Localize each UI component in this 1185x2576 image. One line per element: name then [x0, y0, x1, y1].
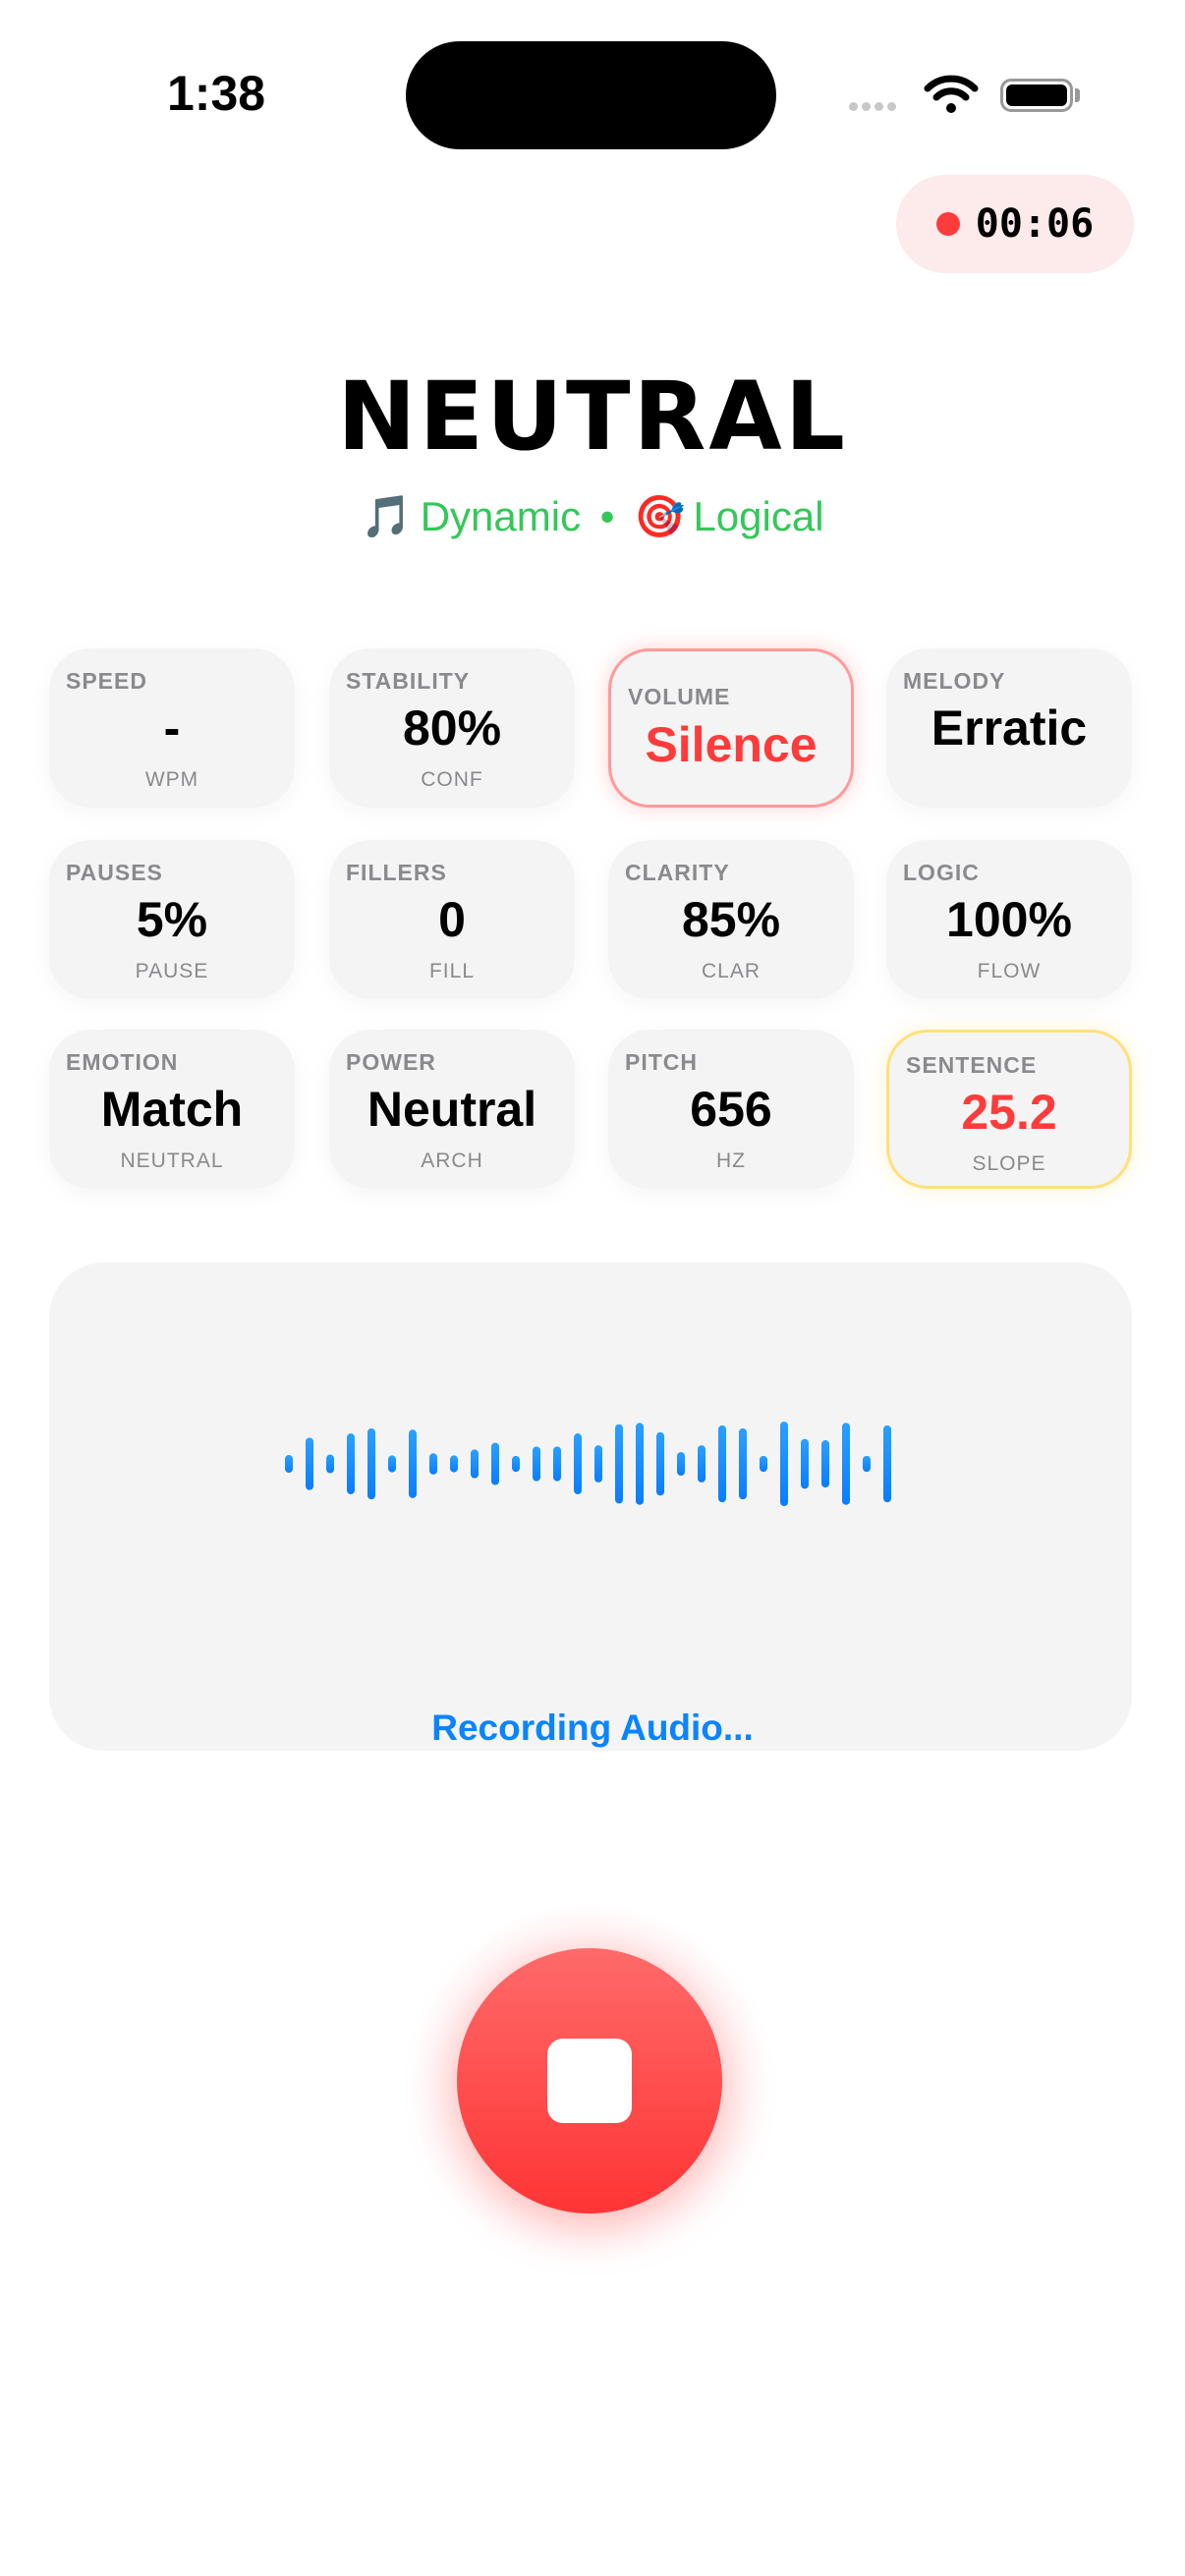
metric-value: Silence [645, 717, 818, 772]
metric-card-power: POWER Neutral ARCH [329, 1030, 575, 1189]
waveform-bar [594, 1445, 602, 1483]
waveform-bar [347, 1433, 355, 1494]
waveform-bar [801, 1438, 809, 1489]
metric-unit: WPM [144, 768, 199, 791]
waveform-bar [677, 1451, 685, 1477]
waveform-bar [429, 1453, 437, 1475]
metric-card-pauses: PAUSES 5% PAUSE [49, 840, 295, 999]
metric-card-melody: MELODY Erratic [886, 648, 1132, 808]
metric-value: 85% [681, 892, 781, 947]
metric-unit: HZ [716, 1149, 746, 1172]
metric-card-volume: VOLUME Silence [608, 648, 854, 808]
metric-value: Match [100, 1082, 244, 1137]
metric-value: 656 [690, 1082, 772, 1137]
tone-tags: 🎵 Dynamic • 🎯 Logical [0, 493, 1185, 541]
tag-logical: Logical [693, 493, 824, 539]
metric-unit: NEUTRAL [120, 1149, 224, 1172]
metric-card-pitch: PITCH 656 HZ [608, 1030, 854, 1189]
waveform-bar [821, 1439, 829, 1488]
stop-icon [547, 2039, 632, 2123]
waveform-bar [553, 1446, 561, 1482]
waveform-bar [574, 1433, 582, 1494]
music-note-icon: 🎵 [361, 493, 413, 539]
dynamic-island [406, 41, 776, 149]
target-icon: 🎯 [634, 493, 686, 539]
waveform-bar [863, 1455, 871, 1473]
waveform-bar [780, 1422, 788, 1506]
waveform-bar [326, 1454, 334, 1474]
waveform-bar [760, 1455, 767, 1473]
waveform-bar [533, 1446, 540, 1482]
metric-unit: FILL [428, 960, 476, 982]
waveform-bar [615, 1424, 623, 1504]
metric-label: VOLUME [628, 684, 731, 709]
waveform-bar [450, 1455, 458, 1473]
waveform-panel [49, 1262, 1132, 1751]
metric-label: MELODY [903, 668, 1006, 694]
stop-recording-button[interactable] [457, 1948, 722, 2213]
metric-card-fillers: FILLERS 0 FILL [329, 840, 575, 999]
metric-value: 100% [946, 892, 1072, 947]
metric-value: - [163, 700, 181, 756]
waveform-bar [842, 1423, 850, 1505]
recording-dot-icon [935, 212, 960, 236]
metric-unit: CLAR [701, 960, 762, 982]
metric-card-stability: STABILITY 80% CONF [329, 648, 575, 808]
metric-value: 25.2 [961, 1085, 1057, 1140]
waveform-bar [739, 1428, 747, 1500]
wifi-icon [924, 75, 979, 113]
metric-label: STABILITY [346, 668, 471, 694]
waveform-bar [718, 1425, 726, 1503]
tone-title: NEUTRAL [337, 362, 848, 472]
status-time: 1:38 [167, 66, 266, 121]
metric-card-speed: SPEED - WPM [49, 648, 295, 808]
metric-value: Erratic [931, 700, 1088, 756]
metric-unit: ARCH [421, 1149, 483, 1172]
waveform-bar [656, 1431, 664, 1496]
waveform-bar [409, 1429, 417, 1498]
metric-label: SPEED [66, 668, 147, 694]
waveform-bar [512, 1455, 520, 1473]
waveform-bar [285, 1454, 293, 1474]
tag-dynamic: Dynamic [420, 493, 582, 539]
metric-label: PAUSES [66, 860, 163, 885]
metric-value: 0 [438, 892, 466, 947]
metric-value: 5% [136, 892, 208, 947]
metric-unit: CONF [421, 768, 483, 791]
metric-label: FILLERS [346, 860, 447, 885]
metric-unit: FLOW [977, 960, 1042, 982]
battery-icon [1000, 79, 1073, 112]
metric-card-sentence: SENTENCE 25.2 SLOPE [886, 1030, 1132, 1189]
tag-separator: • [599, 493, 615, 539]
metric-label: POWER [346, 1049, 436, 1075]
waveform-bar [491, 1442, 499, 1485]
waveform-bar [471, 1449, 479, 1479]
metric-label: SENTENCE [906, 1052, 1038, 1078]
waveform-bar [306, 1437, 313, 1490]
metric-unit: SLOPE [972, 1152, 1046, 1175]
waveform-bar [698, 1445, 705, 1483]
recording-status: Recording Audio... [431, 1708, 754, 1748]
waveform-bar [636, 1423, 644, 1505]
waveform-bar [388, 1455, 396, 1473]
metric-unit: PAUSE [135, 960, 209, 982]
waveform [285, 1422, 891, 1506]
battery-tip [1075, 88, 1080, 102]
waveform-bar [883, 1425, 891, 1503]
metric-card-clarity: CLARITY 85% CLAR [608, 840, 854, 999]
timer-value: 00:06 [975, 201, 1095, 247]
cellular-icon [849, 102, 896, 111]
metric-card-logic: LOGIC 100% FLOW [886, 840, 1132, 999]
metric-label: LOGIC [903, 860, 980, 885]
metric-label: EMOTION [66, 1049, 179, 1075]
metric-label: CLARITY [625, 860, 730, 885]
metric-card-emotion: EMOTION Match NEUTRAL [49, 1030, 295, 1189]
recording-timer: 00:06 [896, 175, 1134, 273]
metric-label: PITCH [625, 1049, 698, 1075]
metric-value: Neutral [367, 1082, 537, 1137]
metric-value: 80% [402, 700, 502, 756]
waveform-bar [367, 1428, 375, 1500]
